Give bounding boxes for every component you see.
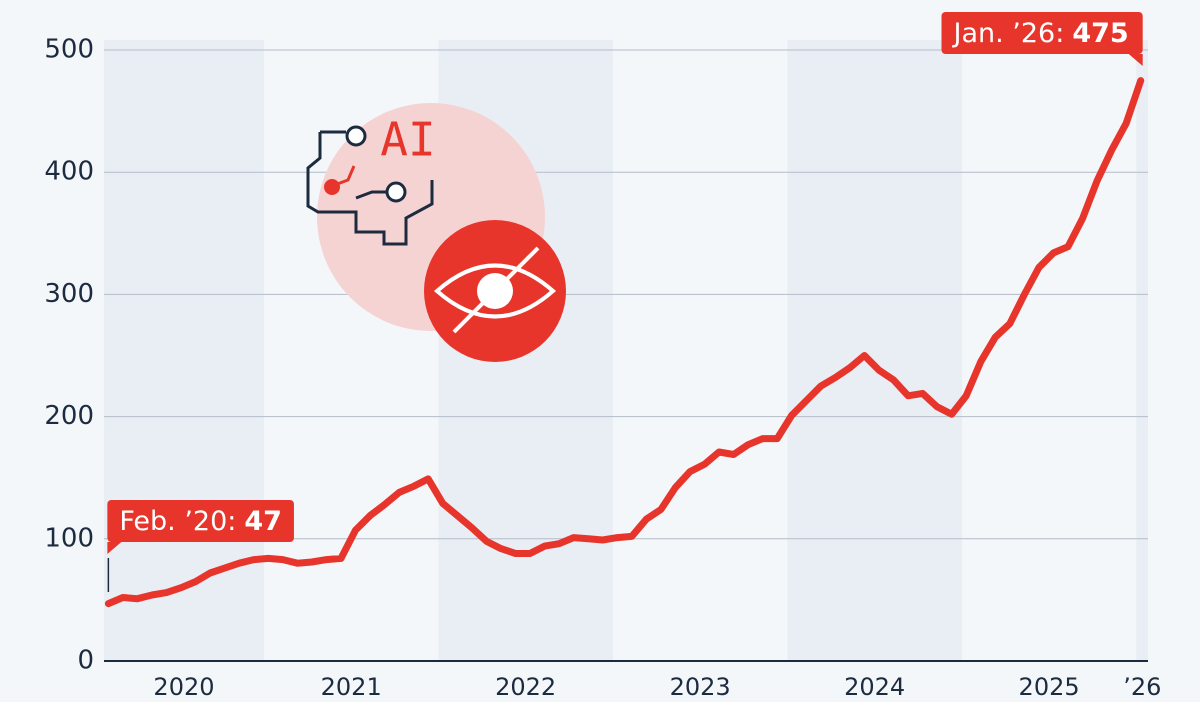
- y-tick-label: 0: [77, 646, 94, 676]
- y-tick-label: 400: [44, 157, 94, 187]
- icon-circuit: [306, 132, 434, 246]
- callout-pointer: [1128, 54, 1143, 66]
- callout-value: 47: [244, 506, 282, 537]
- year-band: [787, 40, 962, 661]
- year-band: [104, 40, 264, 661]
- year-band: [1136, 40, 1148, 661]
- x-tick-label: 2022: [495, 673, 556, 701]
- x-tick-label: ’26: [1123, 673, 1161, 701]
- x-tick-label: 2025: [1019, 673, 1080, 701]
- icon-node: [385, 181, 407, 203]
- y-tick-label: 100: [44, 523, 94, 553]
- grid: [104, 49, 1148, 662]
- series: [104, 77, 1145, 608]
- callout-box: [941, 12, 1143, 54]
- callout-text: Jan. ’26: 475: [951, 18, 1128, 49]
- ai-privacy-icon: AI: [306, 103, 566, 362]
- y-tick-label: 300: [44, 279, 94, 309]
- line: [104, 77, 1145, 608]
- y-tick-label: 200: [44, 401, 94, 431]
- callout-pointer: [107, 542, 122, 554]
- eye-strike: [452, 246, 540, 334]
- callout-label: Feb. ’20:: [119, 506, 236, 537]
- x-tick-label: 2023: [670, 673, 731, 701]
- callout-value: 475: [1072, 18, 1128, 49]
- x-tick-label: 2020: [153, 673, 214, 701]
- icon-node: [324, 179, 340, 195]
- x-tick-label: 2024: [844, 673, 905, 701]
- y-tick-label: 500: [44, 35, 94, 65]
- callout-text: Feb. ’20: 47: [119, 506, 282, 537]
- icon-text: AI: [380, 113, 435, 167]
- icon-circuit: [355, 190, 386, 200]
- callout: Feb. ’20: 47: [107, 500, 294, 554]
- callout-label: Jan. ’26:: [951, 18, 1064, 49]
- callout: Jan. ’26: 475: [941, 12, 1143, 66]
- callout-box: [107, 500, 294, 542]
- icon-node: [345, 125, 367, 147]
- x-tick-label: 2021: [321, 673, 382, 701]
- labels: 2020 2021 2022 2023 2024 2025 ’26 0 100 200 300 400…: [44, 12, 1161, 701]
